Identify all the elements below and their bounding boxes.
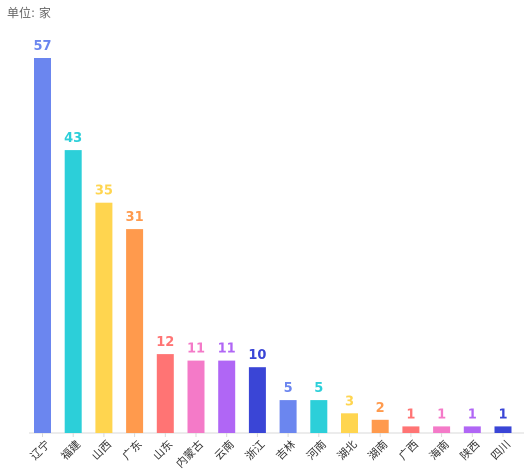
value-label-福建: 43 <box>64 131 82 146</box>
bar-河南 <box>310 400 328 433</box>
bar-云南 <box>218 360 236 433</box>
x-tick-label-内蒙古: 内蒙古 <box>173 437 206 470</box>
x-tick-label-广东: 广东 <box>120 438 145 463</box>
bar-广西 <box>402 426 420 433</box>
bar-海南 <box>433 426 451 433</box>
bar-series <box>34 58 512 433</box>
bar-陕西 <box>463 426 481 433</box>
x-tick-label-广西: 广西 <box>396 438 421 463</box>
x-tick-label-吉林: 吉林 <box>273 437 298 462</box>
unit-label: 单位: 家 <box>7 5 51 20</box>
x-tick-label-陕西: 陕西 <box>457 437 482 462</box>
x-tick-label-浙江: 浙江 <box>243 438 268 463</box>
value-label-山西: 35 <box>95 184 113 199</box>
value-label-广西: 1 <box>406 407 415 422</box>
x-tick-label-福建: 福建 <box>58 437 83 462</box>
x-tick-label-河南: 河南 <box>304 438 329 463</box>
bar-浙江 <box>248 367 266 433</box>
value-label-吉林: 5 <box>284 381 293 396</box>
bar-湖北 <box>341 413 358 433</box>
value-label-浙江: 10 <box>248 348 266 363</box>
value-label-湖南: 2 <box>376 401 385 416</box>
bar-吉林 <box>279 400 297 433</box>
value-label-山东: 12 <box>156 335 174 350</box>
x-tick-label-山东: 山东 <box>151 438 176 463</box>
x-tick-label-湖南: 湖南 <box>366 438 391 463</box>
x-tick-label-辽宁: 辽宁 <box>27 437 52 462</box>
bar-山东 <box>156 354 174 433</box>
bar-辽宁 <box>34 58 51 433</box>
x-tick-label-海南: 海南 <box>426 437 451 462</box>
x-tick-label-山西: 山西 <box>89 438 114 463</box>
bar-湖南 <box>371 419 389 433</box>
bar-四川 <box>494 426 512 433</box>
bar-福建 <box>64 150 82 433</box>
bar-广东 <box>126 229 144 433</box>
value-label-广东: 31 <box>126 210 144 225</box>
value-label-云南: 11 <box>218 342 236 357</box>
x-tick-label-四川: 四川 <box>488 438 513 463</box>
bar-内蒙古 <box>187 360 205 433</box>
value-label-辽宁: 57 <box>33 39 51 54</box>
bar-山西 <box>95 202 113 433</box>
value-label-四川: 1 <box>498 407 507 422</box>
value-label-河南: 5 <box>314 381 323 396</box>
value-label-湖北: 3 <box>345 394 354 409</box>
x-tick-label-湖北: 湖北 <box>335 438 360 463</box>
value-label-陕西: 1 <box>468 407 477 422</box>
x-tick-label-云南: 云南 <box>212 438 237 463</box>
value-label-内蒙古: 11 <box>187 342 205 357</box>
value-label-海南: 1 <box>437 407 446 422</box>
